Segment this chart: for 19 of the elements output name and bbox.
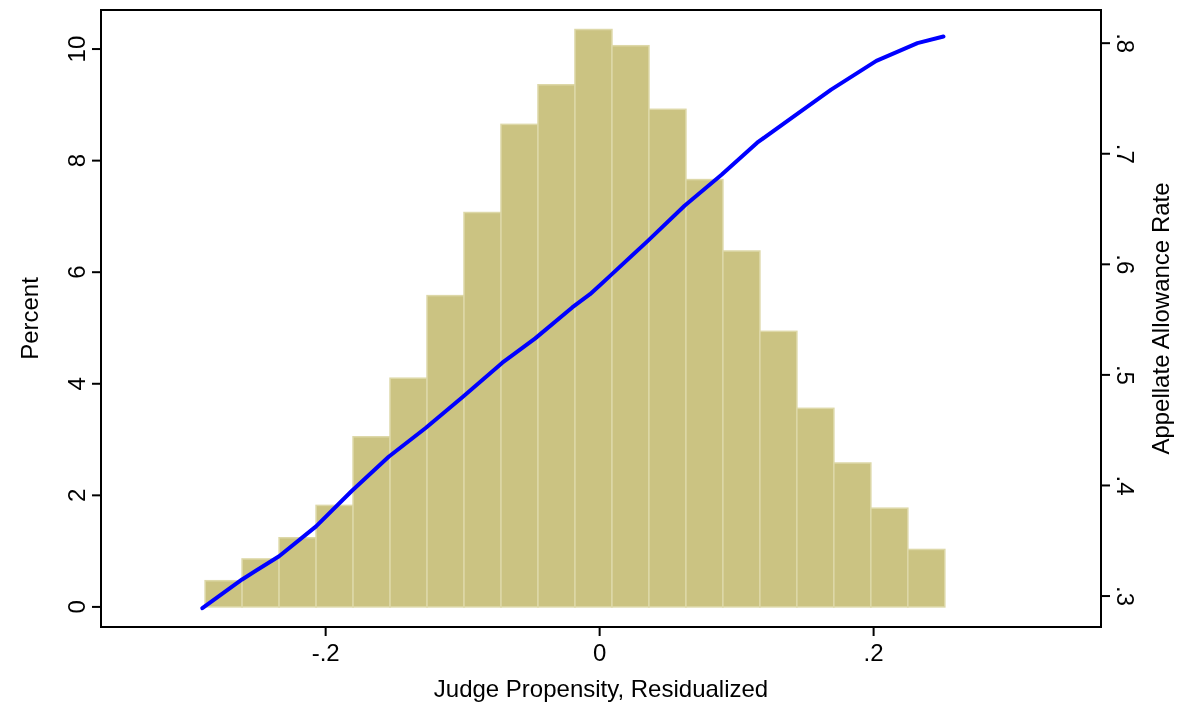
y2-tick-label: .8 <box>1112 33 1139 54</box>
y2-axis-title: Appellate Allowance Rate <box>1147 182 1174 455</box>
y2-tick-label: .6 <box>1112 254 1139 275</box>
y-tick-label: 4 <box>63 377 90 391</box>
y-tick-label: 10 <box>63 35 90 63</box>
y2-tick-label: .4 <box>1112 475 1139 496</box>
y-tick-label: 0 <box>63 600 90 614</box>
x-axis-title: Judge Propensity, Residualized <box>433 675 769 702</box>
y-axis-title: Percent <box>16 276 43 360</box>
y-tick-label: 8 <box>63 153 90 168</box>
y-tick-label: 2 <box>63 488 90 503</box>
y2-tick-label: .5 <box>1112 364 1139 385</box>
line-series <box>200 34 946 611</box>
y2-tick-label: .3 <box>1112 586 1139 607</box>
y-tick-label: 6 <box>63 265 90 279</box>
x-tick-label: .2 <box>863 639 884 666</box>
x-tick-label: 0 <box>592 639 607 666</box>
x-tick-label: -.2 <box>311 639 340 666</box>
y2-tick-label: .7 <box>1112 143 1139 164</box>
